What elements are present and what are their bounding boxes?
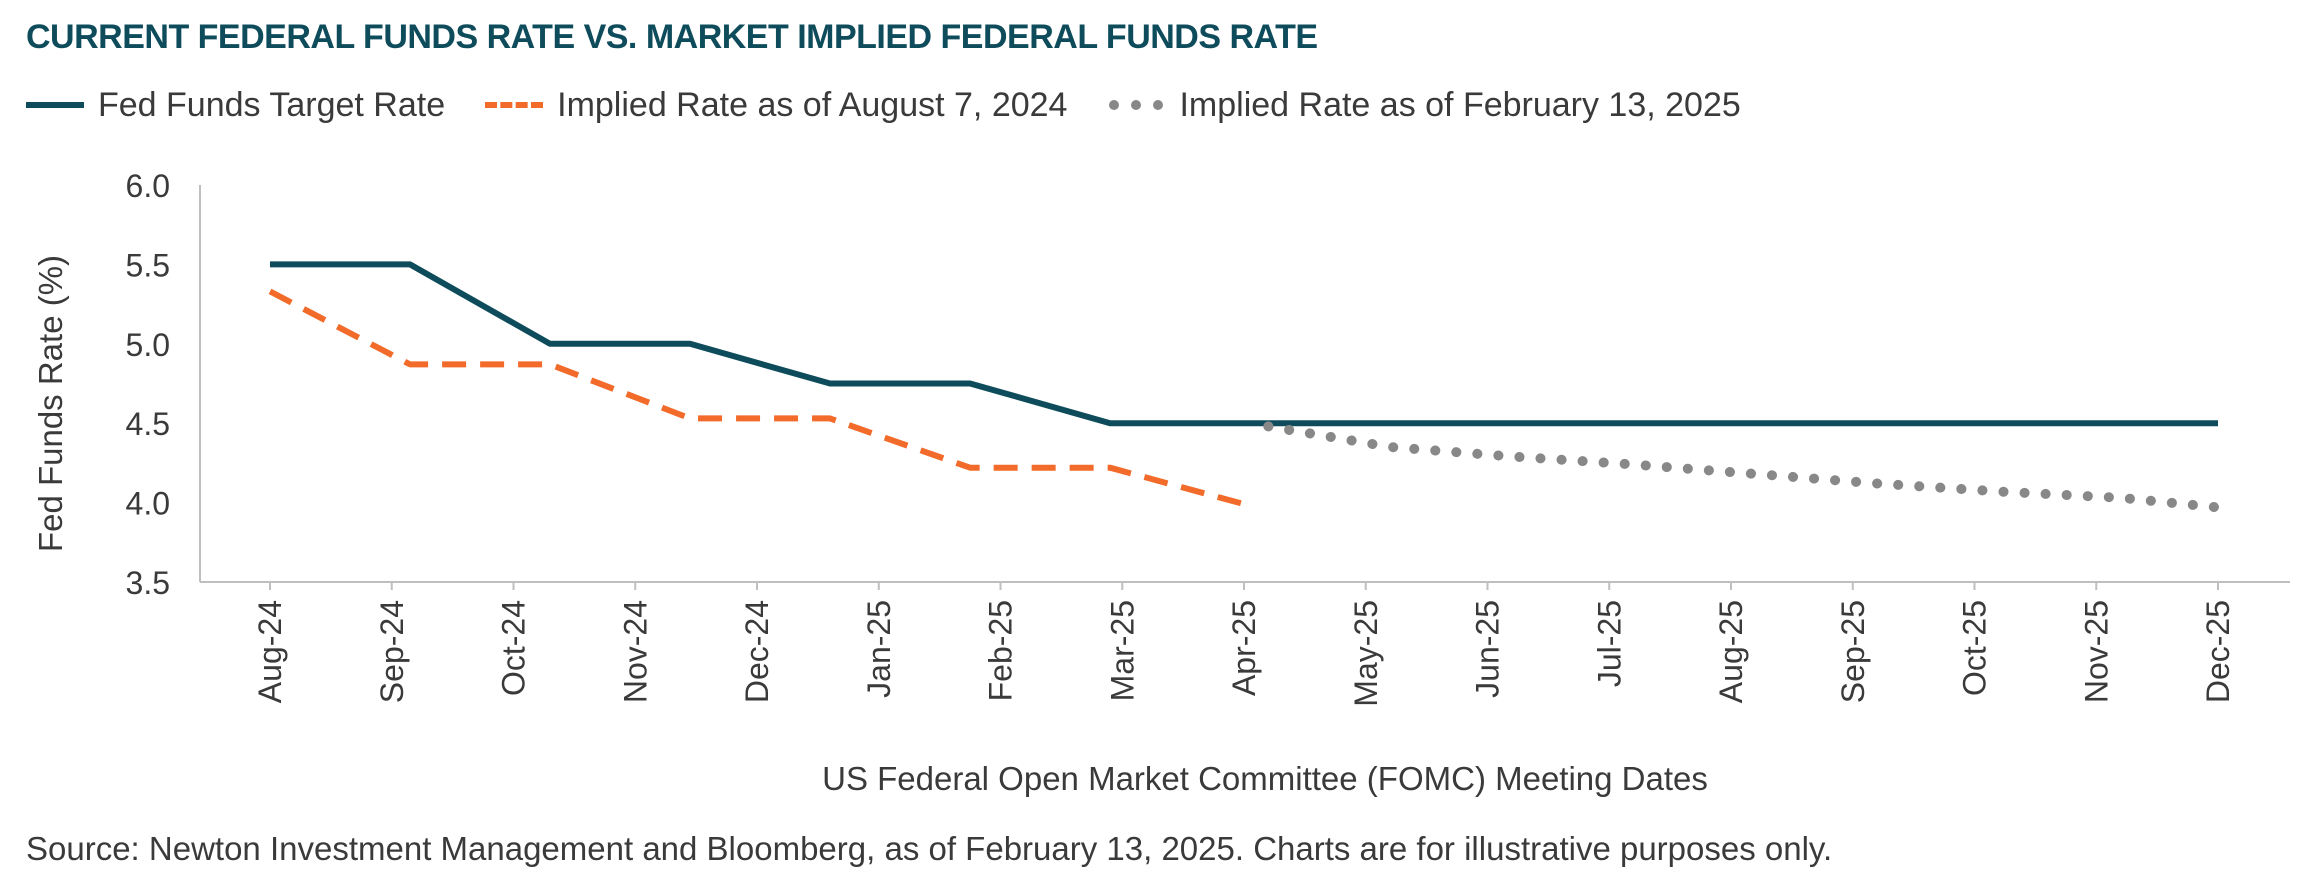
x-tick-label: Jan-25 <box>861 600 897 698</box>
legend-swatch-solid <box>26 102 84 108</box>
series-line-0 <box>270 261 2218 427</box>
legend-label-aug: Implied Rate as of August 7, 2024 <box>557 85 1068 124</box>
legend-swatch-dashed <box>485 102 544 108</box>
y-tick-label: 5.0 <box>126 327 170 363</box>
source-note: Source: Newton Investment Management and… <box>26 830 1833 867</box>
x-axis-title: US Federal Open Market Committee (FOMC) … <box>822 760 1708 797</box>
y-axis-title: Fed Funds Rate (%) <box>32 255 69 552</box>
series-line-2 <box>1263 421 2223 513</box>
x-tick-label: Aug-24 <box>252 600 288 703</box>
x-tick-label: Jun-25 <box>1470 600 1506 698</box>
x-tick-label: Apr-25 <box>1226 600 1262 696</box>
x-tick-label: Dec-25 <box>2200 600 2236 703</box>
x-tick-label: Nov-24 <box>617 600 653 703</box>
legend: Fed Funds Target Rate Implied Rate as of… <box>26 80 1781 130</box>
legend-item-feb: Implied Rate as of February 13, 2025 <box>1107 85 1741 125</box>
legend-label-target: Fed Funds Target Rate <box>98 85 446 124</box>
y-tick-label: 3.5 <box>126 565 170 601</box>
x-tick-label: Sep-25 <box>1835 600 1871 703</box>
x-tick-label: Aug-25 <box>1713 600 1749 703</box>
line-chart: 6.0 5.5 5.0 4.5 4.0 3.5 Aug-24 Sep-24 Oct-24 Nov-… <box>32 168 2290 797</box>
chart-title: CURRENT FEDERAL FUNDS RATE VS. MARKET IM… <box>26 18 1318 56</box>
y-tick-label: 5.5 <box>126 247 170 283</box>
legend-label-feb: Implied Rate as of February 13, 2025 <box>1179 85 1741 124</box>
x-tick-label: Mar-25 <box>1104 600 1140 701</box>
x-tick-label: May-25 <box>1348 600 1384 707</box>
x-tick-label: Oct-25 <box>1957 600 1993 696</box>
x-tick-label: Jul-25 <box>1591 600 1627 687</box>
legend-item-aug: Implied Rate as of August 7, 2024 <box>485 86 1067 125</box>
x-tick-label: Feb-25 <box>983 600 1019 701</box>
x-tick-label: Oct-24 <box>496 600 532 696</box>
series-line-1 <box>268 288 1251 509</box>
legend-item-target: Fed Funds Target Rate <box>26 86 445 125</box>
x-tick-label: Sep-24 <box>374 600 410 703</box>
legend-swatch-dotted <box>1107 100 1165 110</box>
y-tick-label: 4.0 <box>126 486 170 522</box>
y-tick-label: 6.0 <box>126 168 170 204</box>
x-tick-label: Nov-25 <box>2078 600 2114 703</box>
x-tick-label: Dec-24 <box>739 600 775 703</box>
y-tick-label: 4.5 <box>126 406 170 442</box>
